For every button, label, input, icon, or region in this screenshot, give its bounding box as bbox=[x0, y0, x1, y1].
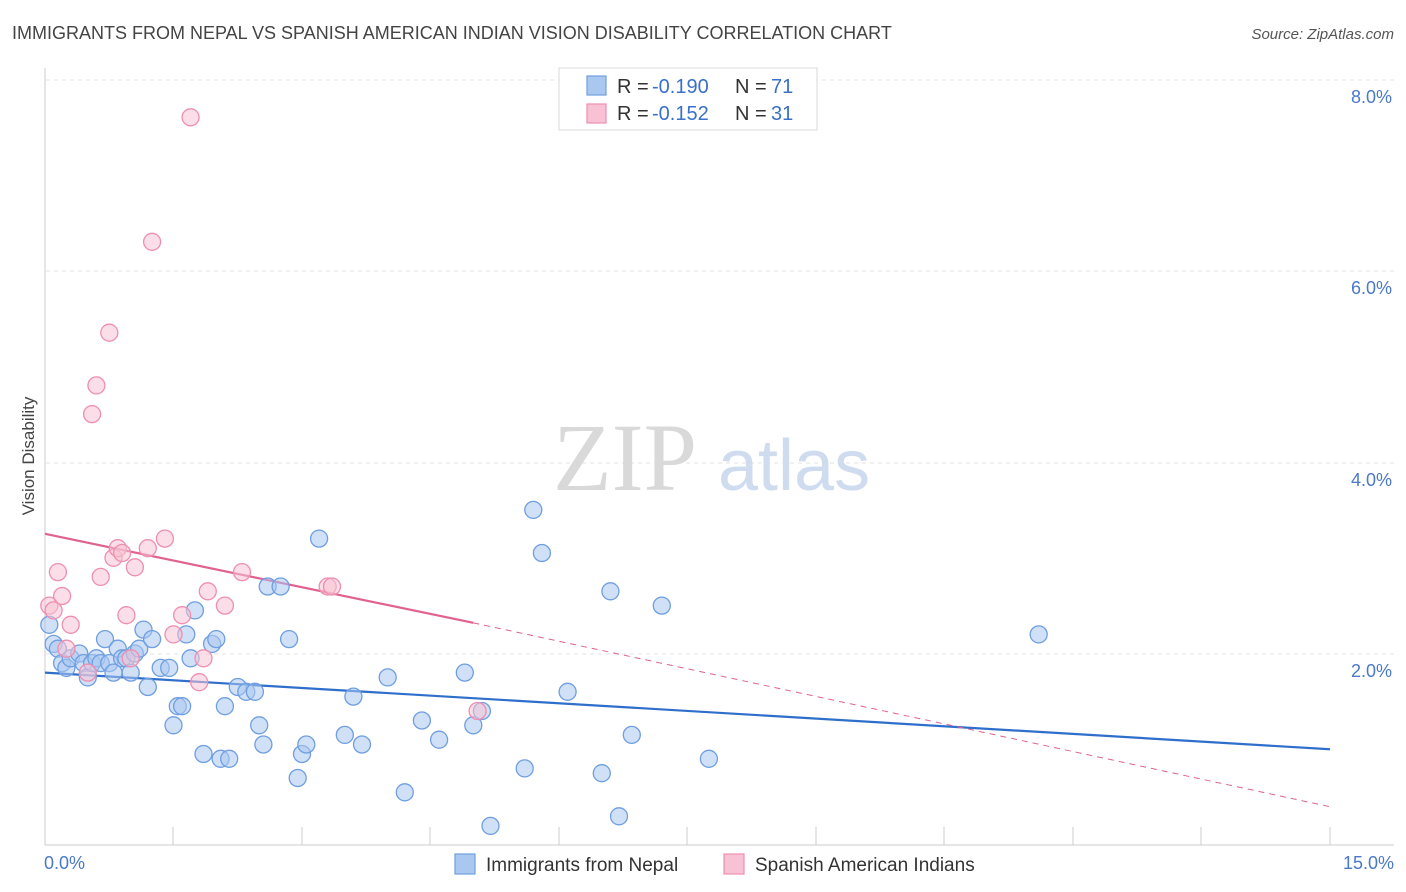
point-nepal bbox=[254, 735, 273, 754]
point-nepal bbox=[652, 596, 671, 615]
point-nepal bbox=[250, 716, 269, 735]
bottom-legend-swatch-nepal bbox=[454, 853, 476, 875]
point-nepal bbox=[515, 759, 534, 778]
point-nepal bbox=[344, 687, 363, 706]
point-nepal bbox=[271, 577, 290, 596]
y-tick-label: 4.0% bbox=[1351, 470, 1392, 490]
point-spanish-american-indian bbox=[57, 639, 76, 658]
point-spanish-american-indian bbox=[198, 582, 217, 601]
legend-n-value: 71 bbox=[771, 76, 793, 98]
point-spanish-american-indian bbox=[121, 649, 140, 668]
legend-swatch-spanish bbox=[586, 103, 607, 124]
point-nepal bbox=[215, 697, 235, 716]
point-spanish-american-indian bbox=[322, 577, 342, 596]
point-spanish-american-indian bbox=[155, 529, 175, 548]
point-spanish-american-indian bbox=[44, 601, 63, 620]
bottom-legend: Immigrants from Nepal Spanish American I… bbox=[454, 853, 975, 876]
legend: R = -0.190 N = 71 R = -0.152 N = 31 bbox=[558, 67, 818, 131]
legend-swatch-nepal bbox=[586, 75, 607, 96]
watermark: ZIP atlas bbox=[553, 404, 870, 511]
point-nepal bbox=[609, 807, 629, 826]
point-nepal bbox=[309, 529, 329, 548]
point-nepal bbox=[524, 500, 543, 520]
point-spanish-american-indian bbox=[232, 562, 252, 582]
point-nepal bbox=[378, 668, 397, 687]
point-nepal bbox=[279, 629, 299, 649]
x-ticks bbox=[172, 827, 1331, 845]
legend-r-value: -0.152 bbox=[652, 103, 709, 125]
legend-n-value: 31 bbox=[771, 103, 793, 125]
point-nepal bbox=[207, 629, 226, 649]
data-points bbox=[40, 108, 1048, 836]
point-spanish-american-indian bbox=[61, 615, 80, 634]
point-nepal bbox=[245, 682, 265, 701]
point-nepal bbox=[558, 682, 577, 701]
x-tick-label-min: 0.0% bbox=[44, 853, 85, 873]
chart-source: Source: ZipAtlas.com bbox=[1251, 26, 1394, 43]
point-nepal bbox=[138, 677, 157, 697]
watermark-atlas: atlas bbox=[718, 426, 870, 506]
point-spanish-american-indian bbox=[125, 558, 145, 577]
point-nepal bbox=[335, 725, 354, 745]
point-nepal bbox=[164, 716, 183, 735]
point-nepal bbox=[622, 725, 641, 745]
y-tick-label: 8.0% bbox=[1351, 87, 1392, 107]
point-spanish-american-indian bbox=[82, 404, 102, 424]
point-spanish-american-indian bbox=[52, 586, 72, 606]
point-nepal bbox=[1029, 625, 1048, 644]
point-spanish-american-indian bbox=[172, 606, 192, 625]
point-spanish-american-indian bbox=[48, 562, 68, 582]
bottom-legend-label-nepal: Immigrants from Nepal bbox=[486, 855, 678, 876]
legend-r-label: R = bbox=[617, 76, 649, 98]
watermark-zip: ZIP bbox=[553, 404, 697, 511]
point-nepal bbox=[194, 744, 213, 764]
point-nepal bbox=[142, 629, 162, 649]
point-nepal bbox=[412, 711, 432, 730]
point-spanish-american-indian bbox=[215, 596, 235, 615]
y-tick-label: 2.0% bbox=[1351, 661, 1392, 681]
point-spanish-american-indian bbox=[112, 543, 132, 563]
point-nepal bbox=[429, 730, 449, 749]
point-nepal bbox=[532, 543, 552, 563]
chart-title: IMMIGRANTS FROM NEPAL VS SPANISH AMERICA… bbox=[12, 23, 892, 43]
point-nepal bbox=[601, 582, 620, 601]
point-nepal bbox=[592, 764, 611, 783]
point-spanish-american-indian bbox=[181, 108, 200, 127]
point-nepal bbox=[455, 663, 474, 682]
point-nepal bbox=[160, 658, 179, 678]
legend-r-value: -0.190 bbox=[652, 76, 709, 98]
point-nepal bbox=[395, 783, 414, 802]
point-nepal bbox=[481, 816, 500, 836]
y-axis-label: Vision Disability bbox=[19, 396, 38, 515]
point-spanish-american-indian bbox=[91, 567, 110, 587]
point-nepal bbox=[220, 749, 239, 768]
trend-line-extension-spanish-american-indian bbox=[473, 622, 1331, 808]
point-spanish-american-indian bbox=[138, 539, 157, 558]
point-spanish-american-indian bbox=[194, 649, 213, 668]
point-spanish-american-indian bbox=[100, 323, 119, 342]
point-spanish-american-indian bbox=[87, 376, 106, 395]
point-nepal bbox=[288, 768, 307, 788]
point-spanish-american-indian bbox=[190, 673, 209, 692]
legend-n-label: N = bbox=[735, 76, 767, 98]
bottom-legend-swatch-spanish bbox=[723, 853, 745, 875]
bottom-legend-label-spanish: Spanish American Indians bbox=[755, 855, 975, 876]
point-spanish-american-indian bbox=[142, 232, 162, 251]
y-tick-label: 6.0% bbox=[1351, 278, 1392, 298]
point-spanish-american-indian bbox=[468, 701, 487, 721]
point-nepal bbox=[95, 629, 115, 649]
x-tick-label-max: 15.0% bbox=[1343, 853, 1394, 873]
point-nepal bbox=[699, 749, 719, 768]
point-nepal bbox=[172, 697, 192, 716]
point-spanish-american-indian bbox=[164, 625, 183, 644]
point-spanish-american-indian bbox=[78, 663, 97, 682]
point-spanish-american-indian bbox=[117, 606, 136, 625]
legend-n-label: N = bbox=[735, 103, 767, 125]
point-nepal bbox=[352, 735, 372, 754]
legend-r-label: R = bbox=[617, 103, 649, 125]
point-nepal bbox=[297, 735, 316, 754]
